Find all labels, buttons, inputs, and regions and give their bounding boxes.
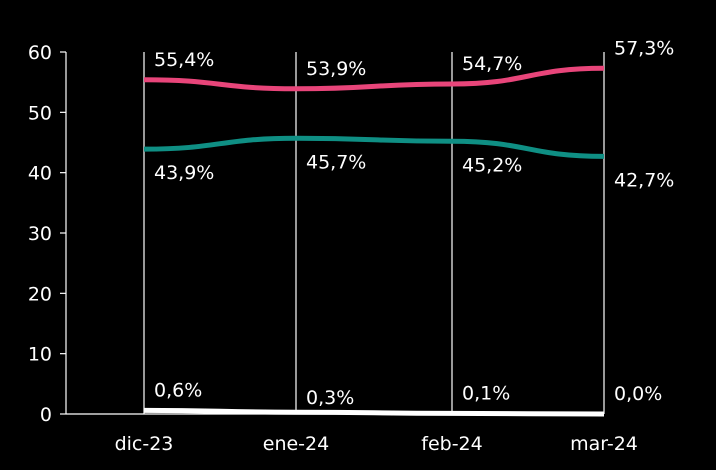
data-labels: 55,4% 53,9% 54,7% 57,3% 43,9% 45,7% 45,2% 42,7%… — [154, 37, 674, 409]
series-line-1 — [143, 135, 605, 159]
data-label: 45,2% — [462, 154, 522, 176]
y-tick-label: 40 — [28, 163, 52, 185]
y-tick-label: 10 — [28, 344, 52, 366]
y-tick-label: 30 — [28, 223, 52, 245]
data-label: 0,3% — [306, 387, 354, 409]
data-label: 53,9% — [306, 58, 366, 80]
data-label: 42,7% — [614, 169, 674, 191]
x-tick-label: dic-23 — [115, 433, 174, 455]
series-lines — [143, 65, 605, 417]
data-label: 57,3% — [614, 37, 674, 59]
data-label: 0,1% — [462, 382, 510, 404]
data-label: 54,7% — [462, 53, 522, 75]
series-line-2 — [143, 407, 605, 417]
data-label: 43,9% — [154, 162, 214, 184]
data-label: 45,7% — [306, 151, 366, 173]
chart-axes: 0 10 20 30 40 50 60 dic-23 ene-24 feb-24 mar-24 — [28, 42, 638, 455]
y-tick-label: 50 — [28, 102, 52, 124]
y-tick-label: 60 — [28, 42, 52, 64]
data-label: 55,4% — [154, 49, 214, 71]
y-tick-label: 0 — [40, 404, 52, 426]
data-label: 0,6% — [154, 379, 202, 401]
series-line-0 — [143, 65, 605, 92]
x-tick-label: ene-24 — [263, 433, 329, 455]
x-tick-label: mar-24 — [570, 433, 638, 455]
vertical-gridlines — [143, 52, 605, 414]
data-label: 0,0% — [614, 383, 662, 405]
x-tick-label: feb-24 — [421, 433, 482, 455]
y-tick-label: 20 — [28, 283, 52, 305]
